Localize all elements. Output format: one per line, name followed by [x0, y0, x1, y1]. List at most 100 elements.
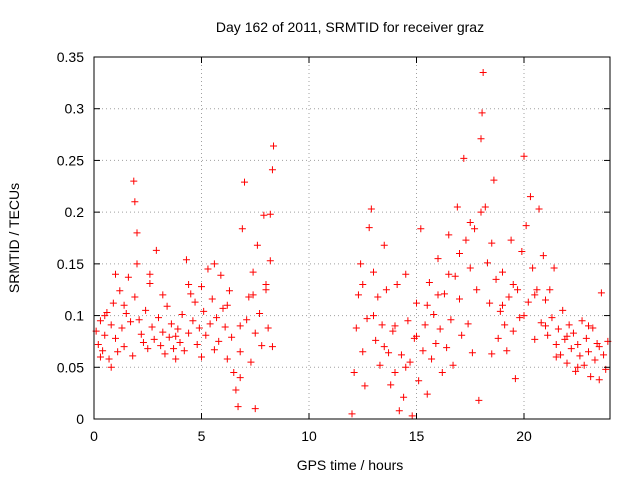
data-point — [509, 281, 517, 289]
data-point — [505, 293, 513, 301]
data-point — [223, 301, 231, 309]
data-point — [131, 198, 139, 206]
data-point — [550, 264, 558, 272]
data-point — [120, 301, 128, 309]
data-point — [423, 301, 431, 309]
data-point — [185, 281, 193, 289]
data-point — [256, 310, 264, 318]
data-point — [456, 295, 463, 303]
data-point — [488, 239, 496, 247]
data-point — [539, 252, 547, 260]
data-point — [372, 336, 380, 344]
data-point — [232, 386, 240, 394]
data-point — [96, 317, 104, 325]
data-point — [595, 376, 603, 384]
data-point — [236, 322, 244, 330]
data-point — [526, 193, 534, 201]
data-point — [193, 341, 201, 349]
data-point — [159, 328, 167, 336]
data-point — [189, 317, 197, 325]
data-point — [499, 301, 506, 309]
data-point — [546, 286, 554, 294]
data-point — [456, 250, 463, 258]
x-axis-label: GPS time / hours — [297, 457, 404, 473]
data-point — [423, 390, 431, 398]
data-point — [165, 333, 173, 341]
data-point — [481, 203, 489, 211]
data-point — [518, 247, 526, 255]
data-point — [150, 335, 158, 343]
data-point — [268, 343, 276, 351]
data-point — [260, 211, 268, 219]
data-point — [228, 333, 236, 341]
data-point — [264, 324, 272, 332]
data-point — [574, 341, 582, 349]
data-point — [380, 241, 388, 249]
data-point — [131, 293, 139, 301]
data-point — [514, 286, 522, 294]
data-point — [477, 208, 485, 216]
data-point — [533, 286, 541, 294]
data-point — [447, 316, 455, 324]
data-point — [436, 325, 444, 333]
data-point — [157, 342, 165, 350]
data-point — [124, 273, 132, 281]
data-point — [580, 361, 588, 369]
data-point — [434, 291, 442, 299]
data-point — [266, 210, 274, 218]
data-point — [559, 306, 567, 314]
data-point — [569, 329, 577, 337]
data-point — [460, 154, 468, 162]
data-point — [187, 290, 195, 298]
data-point — [432, 339, 440, 347]
data-point — [195, 324, 203, 332]
data-point — [176, 338, 184, 346]
data-point — [582, 334, 590, 342]
data-point — [531, 291, 539, 299]
data-point — [483, 259, 491, 267]
data-point — [223, 355, 231, 363]
data-point — [251, 405, 259, 413]
data-point — [348, 410, 356, 418]
data-point — [236, 348, 244, 356]
data-point — [391, 368, 399, 376]
data-point — [253, 241, 261, 249]
data-point — [112, 270, 119, 278]
data-point — [236, 374, 244, 382]
data-point — [144, 345, 152, 353]
data-point — [438, 368, 446, 376]
data-point — [112, 334, 119, 342]
data-point — [385, 349, 393, 357]
y-tick-label: 0.2 — [65, 204, 85, 220]
data-point — [109, 299, 117, 307]
data-point — [152, 246, 160, 254]
data-point — [490, 176, 498, 184]
data-point — [198, 353, 205, 361]
data-point — [127, 318, 135, 326]
data-point — [206, 320, 214, 328]
data-point — [421, 321, 429, 329]
data-point — [443, 344, 451, 352]
data-point — [359, 281, 367, 289]
data-point — [114, 348, 122, 356]
data-point — [133, 260, 141, 268]
data-point — [413, 332, 420, 340]
data-point — [591, 356, 599, 364]
data-point — [208, 295, 216, 303]
data-point — [395, 407, 403, 415]
data-point — [146, 280, 154, 288]
data-point — [449, 361, 457, 369]
data-point — [516, 314, 524, 322]
data-point — [359, 348, 367, 356]
data-point — [477, 135, 485, 143]
data-point — [182, 256, 190, 264]
data-point — [247, 358, 255, 366]
data-point — [170, 345, 178, 353]
data-point — [167, 320, 175, 328]
data-point — [445, 270, 453, 278]
data-point — [563, 359, 571, 367]
data-point — [475, 396, 483, 404]
data-point — [365, 224, 373, 232]
data-point — [509, 327, 517, 335]
data-point — [249, 291, 257, 299]
